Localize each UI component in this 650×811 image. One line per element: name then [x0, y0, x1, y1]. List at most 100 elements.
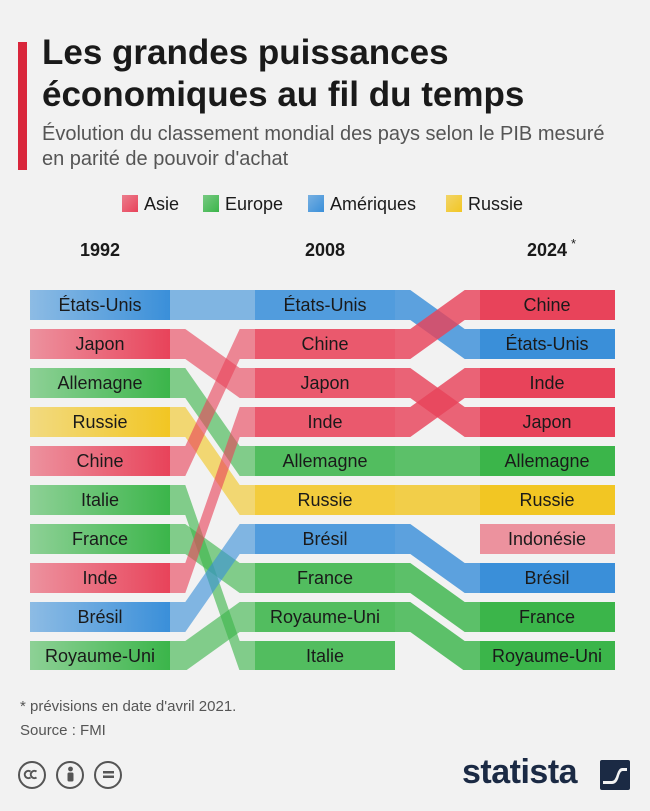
flow-inde-2008-2024	[395, 368, 480, 437]
label-royaume-uni-2024: Royaume-Uni	[492, 646, 602, 666]
equals-icon	[102, 771, 114, 778]
footnote: * prévisions en date d'avril 2021.	[20, 698, 237, 715]
box-royaume-uni-2008	[255, 602, 395, 632]
legend-swatch-europe	[203, 195, 219, 212]
accent-bar	[18, 42, 27, 170]
box-bresil-2024	[480, 563, 615, 593]
flow-inde-1992-2008	[170, 407, 255, 593]
cc-icon[interactable]	[18, 761, 46, 789]
label-allemagne-2008: Allemagne	[282, 451, 367, 471]
label-inde-1992: Inde	[82, 568, 117, 588]
label-bresil-2024: Brésil	[524, 568, 569, 588]
year-footnote-marker: *	[571, 236, 576, 251]
box-indonesie-2024	[480, 524, 615, 554]
box-russie-1992	[30, 407, 170, 437]
box-etats-unis-1992	[30, 290, 170, 320]
label-russie-2008: Russie	[297, 490, 352, 510]
box-royaume-uni-1992	[30, 641, 170, 670]
label-royaume-uni-2008: Royaume-Uni	[270, 607, 380, 627]
source-line: Source : FMI	[20, 722, 106, 739]
chart-title: Les grandes puissances économiques au fi…	[42, 33, 525, 114]
label-etats-unis-2024: États-Unis	[505, 334, 588, 354]
brand-name: statista	[462, 753, 578, 791]
flow-france-1992-2008	[170, 524, 255, 593]
year-label-2024: 2024	[527, 240, 567, 260]
box-inde-1992	[30, 563, 170, 593]
box-bresil-2008	[255, 524, 395, 554]
legend-swatch-asie	[122, 195, 138, 212]
box-bresil-1992	[30, 602, 170, 632]
legend-swatch-ameriques	[308, 195, 324, 212]
chart-subtitle: Évolution du classement mondial des pays…	[42, 123, 605, 170]
box-etats-unis-2024	[480, 329, 615, 359]
label-etats-unis-2008: États-Unis	[283, 295, 366, 315]
license-icons	[18, 761, 138, 793]
box-allemagne-1992	[30, 368, 170, 398]
label-etats-unis-1992: États-Unis	[58, 295, 141, 315]
box-italie-1992	[30, 485, 170, 515]
flow-japon-1992-2008	[170, 329, 255, 398]
flow-chine-2008-2024	[395, 290, 480, 359]
label-bresil-2008: Brésil	[302, 529, 347, 549]
label-france-2024: France	[519, 607, 575, 627]
box-chine-2024	[480, 290, 615, 320]
legend-label-europe: Europe	[225, 194, 284, 214]
box-japon-1992	[30, 329, 170, 359]
legend-label-ameriques: Amériques	[330, 194, 417, 214]
box-japon-2008	[255, 368, 395, 398]
by-icon[interactable]	[56, 761, 84, 789]
flow-bresil-1992-2008	[170, 524, 255, 632]
label-allemagne-2024: Allemagne	[504, 451, 589, 471]
box-allemagne-2008	[255, 446, 395, 476]
rank-boxes	[30, 290, 615, 670]
rank-flows	[170, 290, 480, 670]
label-inde-2008: Inde	[307, 412, 342, 432]
label-chine-2008: Chine	[301, 334, 348, 354]
box-royaume-uni-2024	[480, 641, 615, 670]
statista-mark-icon	[600, 760, 630, 790]
label-inde-2024: Inde	[529, 373, 564, 393]
year-labels: 1992 2008 2024 *	[80, 236, 576, 260]
label-japon-2024: Japon	[522, 412, 571, 432]
box-italie-2008	[255, 641, 395, 670]
label-chine-1992: Chine	[76, 451, 123, 471]
label-russie-2024: Russie	[519, 490, 574, 510]
flow-royaume-uni-2008-2024	[395, 602, 480, 670]
box-inde-2024	[480, 368, 615, 398]
person-icon	[67, 766, 73, 782]
flow-chine-1992-2008	[170, 329, 255, 476]
box-etats-unis-2008	[255, 290, 395, 320]
flow-bresil-2008-2024	[395, 524, 480, 593]
flow-allemagne-2008-2024	[395, 446, 480, 476]
cc-glyph-icon	[23, 769, 37, 780]
label-chine-2024: Chine	[523, 295, 570, 315]
flow-royaume-uni-1992-2008	[170, 602, 255, 670]
flow-russie-2008-2024	[395, 485, 480, 515]
legend-swatch-russie	[446, 195, 462, 212]
label-japon-2008: Japon	[300, 373, 349, 393]
nd-icon[interactable]	[94, 761, 122, 789]
box-russie-2024	[480, 485, 615, 515]
year-label-2008: 2008	[305, 240, 345, 260]
legend: Asie Europe Amériques Russie	[0, 193, 650, 215]
flow-etats-unis-1992-2008	[170, 290, 255, 320]
label-russie-1992: Russie	[72, 412, 127, 432]
label-france-2008: France	[297, 568, 353, 588]
label-royaume-uni-1992: Royaume-Uni	[45, 646, 155, 666]
label-france-1992: France	[72, 529, 128, 549]
country-labels: États-Unis Japon Allemagne Russie Chine Itali…	[45, 295, 602, 666]
flow-france-2008-2024	[395, 563, 480, 632]
box-inde-2008	[255, 407, 395, 437]
bump-chart: 1992 2008 2024 * États-Unis Japon Allemagne Ru…	[30, 236, 615, 670]
legend-label-asie: Asie	[144, 194, 180, 214]
box-chine-2008	[255, 329, 395, 359]
label-indonesie-2024: Indonésie	[508, 529, 586, 549]
statista-logo[interactable]: statista	[462, 750, 632, 794]
label-italie-1992: Italie	[81, 490, 119, 510]
label-italie-2008: Italie	[306, 646, 344, 666]
box-allemagne-2024	[480, 446, 615, 476]
label-japon-1992: Japon	[75, 334, 124, 354]
year-label-1992: 1992	[80, 240, 120, 260]
legend-label-russie: Russie	[468, 194, 524, 214]
box-france-2008	[255, 563, 395, 593]
